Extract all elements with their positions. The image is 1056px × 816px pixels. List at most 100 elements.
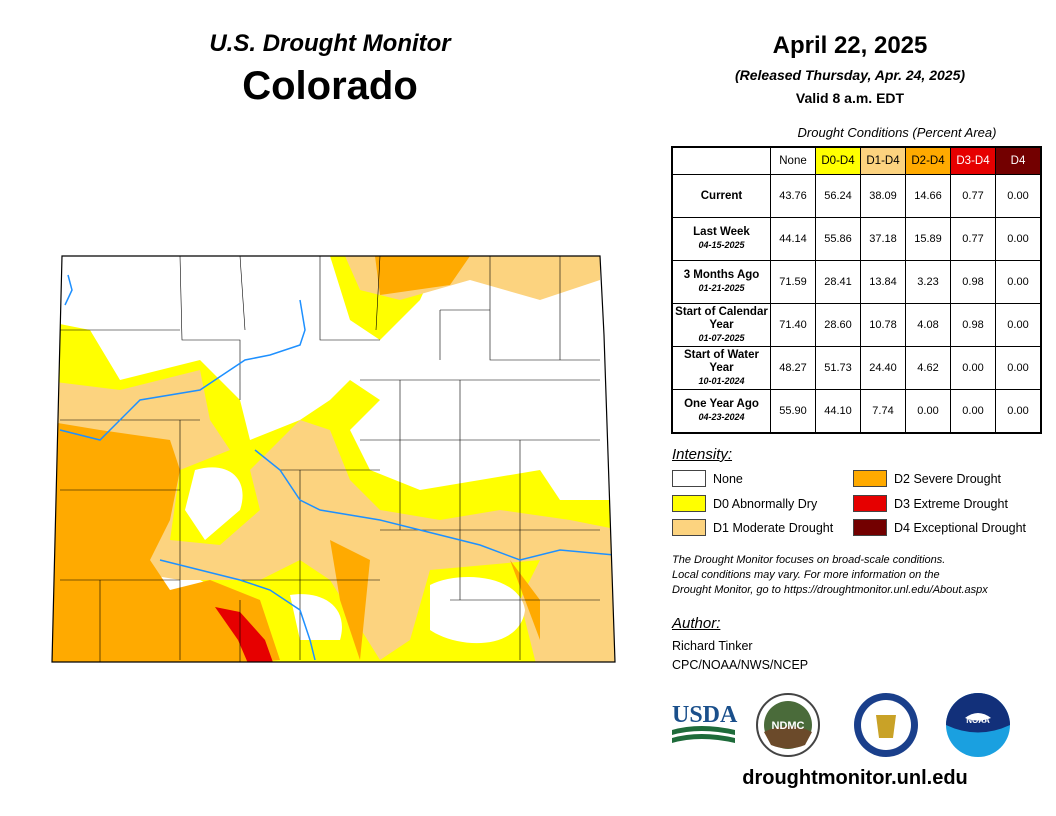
table-row: 3 Months Ago 01-21-2025 71.59 28.41 13.84 3.2… [671,260,1042,304]
table-cell: 0.77 [950,174,996,218]
note-line: The Drought Monitor focuses on broad-sca… [672,554,946,566]
table-cell: 4.62 [905,346,951,390]
state-title: Colorado [242,64,418,108]
table-cell: 0.00 [950,389,996,434]
legend-label: None [713,471,743,486]
row-label-text: Current [700,189,743,202]
table-cell: 0.98 [950,303,996,347]
legend-swatch [853,495,887,512]
table-caption: Drought Conditions (Percent Area) [797,125,997,140]
table-row: Start of Water Year 10-01-2024 48.27 51.73 2… [671,346,1042,390]
ndmc-logo-text: NDMC [772,720,805,732]
table-cell: 13.84 [860,260,906,304]
table-cell: 4.08 [905,303,951,347]
table-cell: 56.24 [815,174,861,218]
col-d4: D4 [995,146,1042,175]
table-cell: 51.73 [815,346,861,390]
table-cell: 14.66 [905,174,951,218]
table-cell: 71.40 [770,303,816,347]
row-label: Start of Water Year 10-01-2024 [671,346,771,390]
table-cell: 0.00 [995,303,1042,347]
row-label: Last Week 04-15-2025 [671,217,771,261]
white-area-south [185,467,525,644]
author-org: CPC/NOAA/NWS/NCEP [672,658,809,672]
drought-conditions-table: None D0-D4 D1-D4 D2-D4 D3-D4 D4 Current 4… [671,146,1042,434]
footer-url[interactable]: droughtmonitor.unl.edu [742,767,968,789]
commerce-seal [854,693,918,757]
row-date: 04-23-2024 [698,412,745,422]
col-d2-d4: D2-D4 [905,146,951,175]
legend-item: None [672,470,743,487]
col-none: None [770,146,816,175]
table-cell: 43.76 [770,174,816,218]
rivers [59,274,615,661]
table-cell: 15.89 [905,217,951,261]
row-label-text: Start of Calendar Year [675,305,768,331]
legend-item: D1 Moderate Drought [672,519,833,536]
table-cell: 0.00 [995,389,1042,434]
table-cell: 0.00 [905,389,951,434]
table-cell: 0.77 [950,217,996,261]
row-date: 01-07-2025 [698,332,745,343]
table-row: One Year Ago 04-23-2024 55.90 44.10 7.74 0.00… [671,389,1042,434]
legend-swatch [853,519,887,536]
col-d0-d4: D0-D4 [815,146,861,175]
table-cell: 48.27 [770,346,816,390]
table-cell: 44.14 [770,217,816,261]
table-cell: 0.98 [950,260,996,304]
legend-swatch [672,470,706,487]
table-cell: 71.59 [770,260,816,304]
map-date: April 22, 2025 [772,32,928,59]
row-label: One Year Ago 04-23-2024 [671,389,771,434]
partner-logos: USDA NDMC NOAA [672,693,1010,757]
row-label: Current [671,174,771,218]
table-cell: 0.00 [995,260,1042,304]
state-outline [51,255,616,663]
table-cell: 10.78 [860,303,906,347]
table-cell: 24.40 [860,346,906,390]
table-cell: 28.60 [815,303,861,347]
row-date: 10-01-2024 [698,375,745,386]
legend-label: D1 Moderate Drought [713,520,834,535]
header-blank [672,147,771,175]
disclaimer-note: The Drought Monitor focuses on broad-sca… [672,553,988,598]
noaa-logo-text: NOAA [966,716,990,725]
table-cell: 7.74 [860,389,906,434]
row-date: 01-21-2025 [698,283,745,293]
row-label: 3 Months Ago 01-21-2025 [671,260,771,304]
note-line: Local conditions may vary. For more info… [672,569,940,581]
row-label: Start of Calendar Year 01-07-2025 [671,303,771,347]
county-lines [60,256,600,662]
legend-label: D0 Abnormally Dry [713,496,818,511]
program-title: U.S. Drought Monitor [209,30,451,57]
legend-swatch [853,470,887,487]
table-cell: 0.00 [995,217,1042,261]
release-date: (Released Thursday, Apr. 24, 2025) [734,67,966,83]
legend-item: D3 Extreme Drought [853,495,1008,512]
table-header-row: None D0-D4 D1-D4 D2-D4 D3-D4 D4 [672,146,1042,175]
legend-title: Intensity: [672,446,733,463]
table-cell: 38.09 [860,174,906,218]
d3-area [215,607,275,662]
table-cell: 55.86 [815,217,861,261]
legend-label: D4 Exceptional Drought [894,520,1027,535]
d1-area [52,256,615,662]
legend-label: D2 Severe Drought [894,471,1002,486]
table-cell: 0.00 [995,346,1042,390]
row-label-text: 3 Months Ago [683,269,760,281]
table-row: Start of Calendar Year 01-07-2025 71.40 28.… [671,303,1042,347]
author-title: Author: [672,615,721,632]
table-cell: 0.00 [950,346,996,390]
table-cell: 44.10 [815,389,861,434]
d2-area [52,256,540,662]
author-name: Richard Tinker [672,639,753,653]
colorado-drought-map [51,255,616,663]
legend-item: D2 Severe Drought [853,470,1001,487]
noaa-logo: NOAA [946,693,1010,757]
row-label-text: One Year Ago [684,398,759,410]
table-row: Current 43.76 56.24 38.09 14.66 0.77 0.00 [671,174,1042,218]
col-d3-d4: D3-D4 [950,146,996,175]
note-line: Drought Monitor, go to https://droughtmo… [672,584,988,596]
table-cell: 28.41 [815,260,861,304]
col-d1-d4: D1-D4 [860,146,906,175]
